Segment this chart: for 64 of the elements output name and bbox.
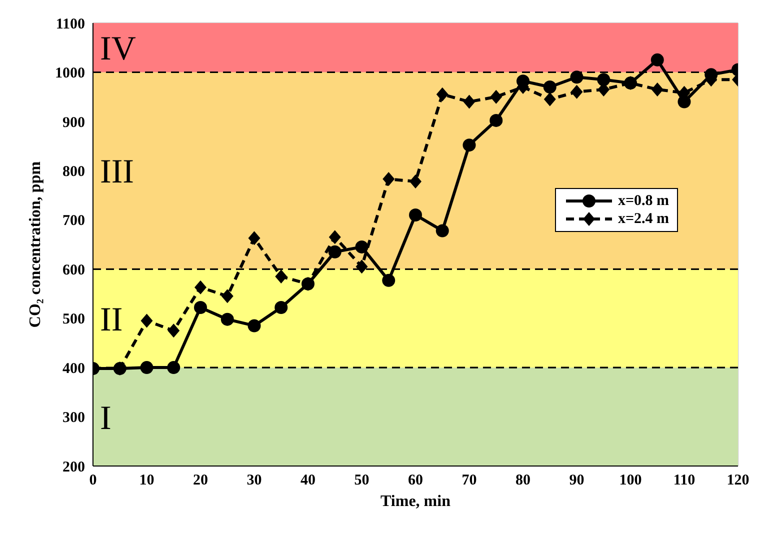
point	[382, 274, 396, 287]
point	[543, 80, 556, 94]
point	[462, 138, 476, 152]
band-label: III	[100, 154, 134, 191]
point	[409, 208, 422, 222]
y-tick-label: 500	[62, 312, 85, 328]
point	[328, 230, 341, 244]
point	[168, 324, 180, 338]
point	[355, 240, 368, 254]
point	[382, 172, 395, 186]
point	[570, 84, 583, 99]
x-axis-title: Time, min	[380, 493, 451, 510]
point	[194, 280, 206, 294]
x-tick-label: 90	[569, 472, 584, 489]
point	[220, 312, 234, 326]
y-tick-label: 200	[62, 459, 85, 476]
point	[490, 90, 502, 104]
band-label: II	[100, 301, 123, 338]
point	[356, 260, 368, 274]
point	[651, 82, 664, 96]
band-label: I	[100, 400, 112, 437]
point	[436, 87, 448, 102]
x-tick-label: 100	[619, 472, 642, 489]
band-label: IV	[100, 30, 136, 68]
point	[463, 94, 476, 109]
x-tick-label: 40	[300, 472, 316, 489]
x-tick-label: 10	[139, 472, 154, 489]
point	[140, 361, 154, 374]
y-axis-title: CO₂ concentration, ppm	[27, 160, 44, 328]
x-tick-label: 0	[89, 472, 97, 489]
point	[544, 92, 556, 106]
point	[490, 114, 503, 127]
point	[140, 314, 153, 328]
y-tick-label: 1000	[55, 66, 85, 82]
point	[570, 70, 584, 84]
x-tick-label: 80	[516, 472, 530, 489]
legend-label: x=0.8 m	[618, 192, 669, 210]
x-tick-label: 120	[726, 472, 750, 489]
y-tick-label: 700	[62, 213, 85, 230]
legend-label: x=2.4 m	[618, 210, 669, 228]
point	[274, 301, 288, 314]
y-tick-label: 900	[62, 114, 85, 131]
point	[275, 269, 288, 284]
point	[167, 361, 180, 374]
x-tick-label: 30	[246, 472, 262, 489]
x-tick-label: 50	[354, 472, 370, 489]
y-tick-label: 1100	[56, 16, 85, 32]
point	[221, 289, 234, 304]
point	[650, 53, 664, 66]
point	[410, 174, 422, 188]
point	[194, 301, 207, 314]
y-tick-label: 800	[62, 164, 85, 180]
y-tick-label: 600	[62, 262, 85, 278]
x-tick-label: 110	[673, 472, 696, 489]
point	[248, 231, 260, 246]
x-tick-label: 60	[408, 472, 423, 489]
x-tick-label: 20	[193, 472, 208, 489]
point	[328, 245, 342, 258]
point	[597, 73, 610, 86]
point	[248, 319, 261, 332]
x-tick-label: 70	[462, 472, 477, 489]
y-tick-label: 300	[62, 410, 85, 426]
point	[436, 224, 449, 238]
y-tick-label: 400	[62, 360, 85, 377]
